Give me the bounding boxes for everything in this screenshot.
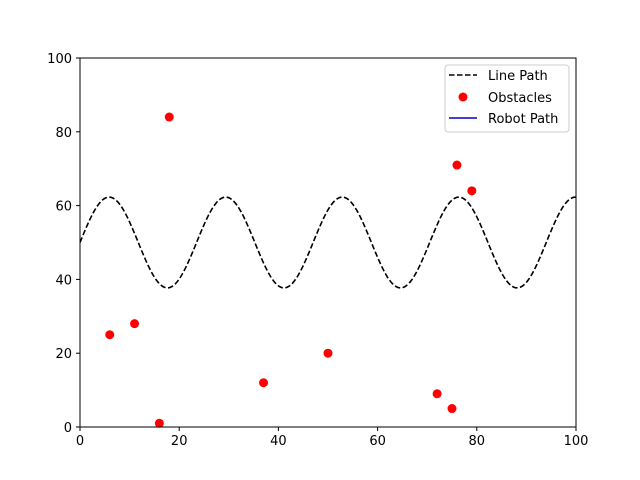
legend-frame: [444, 64, 570, 133]
scatter-layer: [105, 112, 477, 428]
legend: Line Path Obstacles Robot Path: [444, 64, 570, 133]
y-tick-label: 40: [55, 273, 72, 288]
y-tick-label: 80: [55, 126, 72, 141]
legend-obstacles-swatch: [458, 92, 468, 102]
legend-label-line-path: Line Path: [488, 69, 548, 84]
y-tick-label: 0: [64, 421, 72, 436]
obstacle-point: [467, 186, 477, 196]
obstacle-point: [447, 404, 457, 414]
x-tick-label: 80: [469, 434, 486, 449]
y-tick-label: 20: [55, 347, 72, 362]
y-tick-label: 60: [55, 200, 72, 215]
series-line-line-path: [80, 196, 576, 289]
legend-label-obstacles: Obstacles: [488, 91, 552, 106]
obstacle-point: [323, 348, 333, 358]
obstacle-point: [452, 160, 462, 170]
obstacle-point: [259, 378, 269, 388]
x-axis: 0 20 40 60 80 100: [76, 427, 589, 449]
obstacle-point: [130, 319, 140, 329]
obstacle-point: [105, 330, 115, 340]
obstacle-point: [432, 389, 442, 399]
x-tick-label: 60: [369, 434, 386, 449]
obstacle-point: [154, 418, 164, 428]
series-layer: [80, 196, 576, 289]
axes-frame: [79, 57, 577, 428]
x-tick-label: 0: [76, 434, 84, 449]
y-tick-label: 100: [47, 52, 72, 67]
x-tick-label: 100: [564, 434, 589, 449]
x-tick-label: 40: [270, 434, 287, 449]
legend-label-robot-path: Robot Path: [488, 112, 558, 127]
y-axis: 0 20 40 60 80 100: [47, 52, 80, 436]
x-tick-label: 20: [171, 434, 188, 449]
obstacle-point: [164, 112, 174, 122]
